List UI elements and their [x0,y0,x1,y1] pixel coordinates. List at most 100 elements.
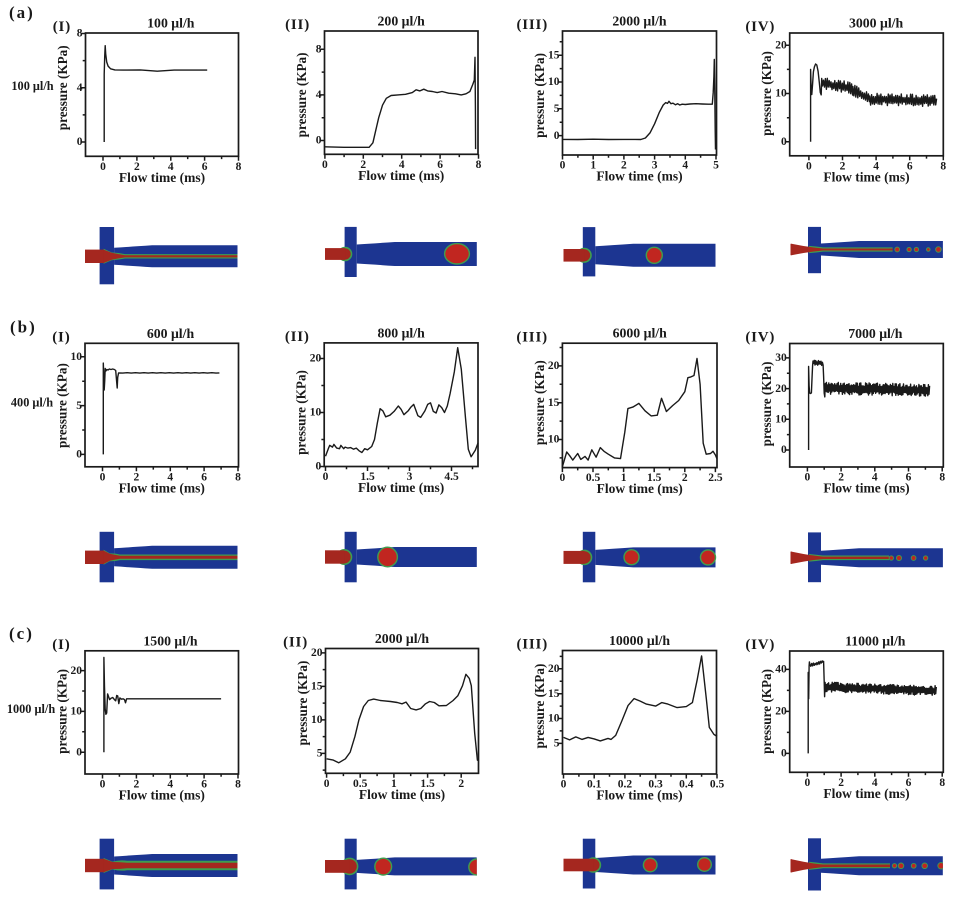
svg-text:8: 8 [235,779,241,791]
svg-text:pressure (KPa): pressure (KPa) [295,661,310,746]
svg-text:0.4: 0.4 [679,779,694,791]
svg-text:pressure (KPa): pressure (KPa) [55,45,70,130]
svg-text:(a): (a) [9,3,35,22]
svg-text:1.5: 1.5 [420,778,435,790]
svg-text:3000 μl/h: 3000 μl/h [849,16,904,31]
svg-text:5: 5 [554,738,560,750]
svg-text:0.3: 0.3 [648,779,663,791]
svg-text:Flow time (ms): Flow time (ms) [359,787,445,802]
svg-text:(III): (III) [516,329,548,345]
svg-text:0.5: 0.5 [353,778,368,790]
svg-text:1500 μl/h: 1500 μl/h [143,633,198,648]
svg-text:1: 1 [391,778,397,790]
svg-text:pressure (KPa): pressure (KPa) [759,51,774,136]
svg-text:2: 2 [134,161,140,173]
svg-text:6: 6 [201,471,207,483]
svg-text:10: 10 [548,434,560,446]
svg-text:10: 10 [548,76,560,88]
svg-text:6: 6 [907,160,913,172]
svg-text:8: 8 [940,160,946,172]
svg-text:pressure (KPa): pressure (KPa) [55,363,70,448]
svg-text:15: 15 [548,688,560,700]
svg-text:2: 2 [134,779,140,791]
svg-text:20: 20 [775,39,787,51]
svg-text:4: 4 [167,471,173,483]
svg-text:(II): (II) [283,635,308,651]
svg-text:Flow time (ms): Flow time (ms) [823,786,909,801]
svg-text:4: 4 [316,89,322,101]
svg-text:5: 5 [317,748,323,760]
svg-text:6: 6 [906,777,912,789]
svg-text:6: 6 [437,159,443,171]
svg-text:0: 0 [324,778,330,790]
svg-text:100 μl/h: 100 μl/h [11,79,53,93]
svg-text:6: 6 [906,472,912,484]
svg-text:0.2: 0.2 [618,779,633,791]
svg-text:6: 6 [201,779,207,791]
svg-text:10: 10 [775,88,787,100]
svg-text:(I): (I) [52,637,70,653]
svg-text:Flow time (ms): Flow time (ms) [119,788,205,803]
svg-text:0: 0 [806,160,812,172]
svg-text:Flow time (ms): Flow time (ms) [596,788,682,803]
svg-text:7000 μl/h: 7000 μl/h [848,326,903,341]
svg-text:0: 0 [781,136,787,148]
svg-text:8: 8 [316,44,322,56]
svg-text:0: 0 [77,136,83,148]
svg-text:Flow time (ms): Flow time (ms) [823,169,909,184]
svg-text:20: 20 [548,663,560,675]
svg-text:1: 1 [590,160,596,172]
svg-text:4: 4 [872,777,878,789]
svg-text:20: 20 [71,665,83,677]
svg-text:8: 8 [939,472,945,484]
svg-text:pressure (KPa): pressure (KPa) [294,370,309,455]
svg-text:0: 0 [805,777,811,789]
svg-text:(b): (b) [10,318,37,337]
svg-text:5: 5 [554,103,560,115]
svg-text:0: 0 [781,748,787,760]
svg-text:2: 2 [838,472,844,484]
svg-text:6: 6 [202,161,208,173]
svg-text:2.5: 2.5 [708,472,723,484]
svg-text:2: 2 [458,778,464,790]
svg-text:4: 4 [167,779,173,791]
svg-text:0: 0 [100,471,106,483]
svg-text:(II): (II) [285,329,310,345]
svg-text:10: 10 [775,414,787,426]
svg-text:20: 20 [548,360,560,372]
svg-text:0: 0 [322,159,328,171]
svg-text:Flow time (ms): Flow time (ms) [823,481,909,496]
svg-text:5: 5 [713,160,719,172]
svg-text:11000 μl/h: 11000 μl/h [845,634,906,649]
svg-text:0: 0 [316,135,322,147]
svg-text:(I): (I) [52,330,70,346]
svg-text:2: 2 [134,471,140,483]
svg-text:4: 4 [872,472,878,484]
svg-text:10: 10 [71,706,83,718]
svg-text:0: 0 [805,472,811,484]
svg-text:0: 0 [560,472,566,484]
svg-text:4: 4 [682,160,688,172]
svg-text:8: 8 [77,28,83,40]
svg-text:0: 0 [561,779,567,791]
svg-text:4.5: 4.5 [444,471,459,483]
svg-text:2000 μl/h: 2000 μl/h [612,14,667,29]
svg-text:0.5: 0.5 [586,472,601,484]
svg-text:(IV): (IV) [745,330,775,346]
svg-text:20: 20 [310,353,322,365]
svg-text:2000 μl/h: 2000 μl/h [375,631,430,646]
svg-text:(IV): (IV) [745,637,775,653]
svg-text:10: 10 [548,713,560,725]
svg-text:Flow time (ms): Flow time (ms) [119,480,205,495]
svg-text:pressure (KPa): pressure (KPa) [532,664,547,749]
svg-text:(c): (c) [9,624,34,643]
svg-text:3: 3 [652,160,658,172]
svg-text:pressure (KPa): pressure (KPa) [532,53,547,138]
svg-text:30: 30 [775,352,787,364]
svg-text:pressure (KPa): pressure (KPa) [294,52,309,137]
svg-text:8: 8 [235,471,241,483]
svg-text:10: 10 [311,714,323,726]
svg-text:15: 15 [548,397,560,409]
svg-text:1000 μl/h: 1000 μl/h [7,702,55,716]
svg-text:200 μl/h: 200 μl/h [378,14,426,29]
